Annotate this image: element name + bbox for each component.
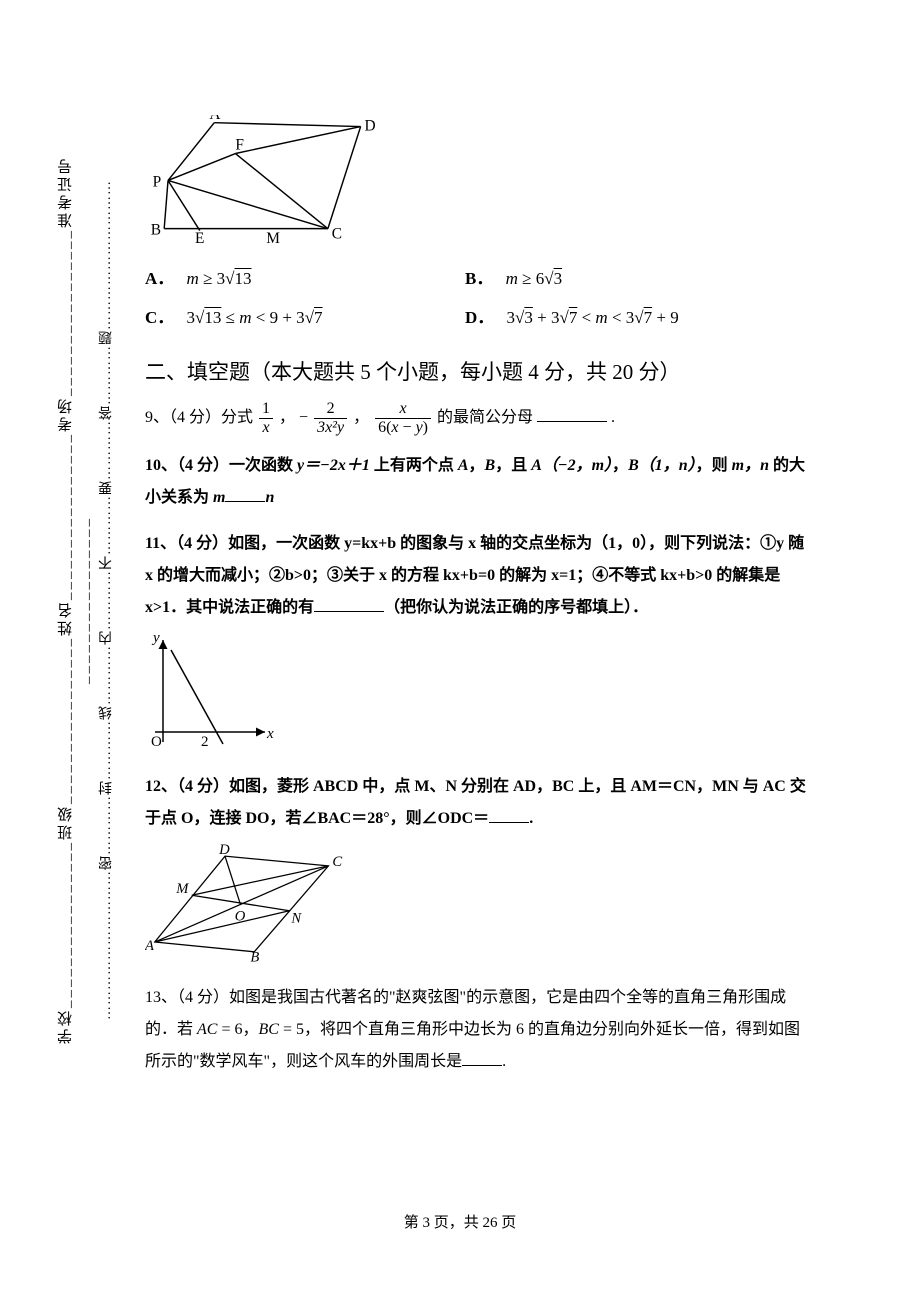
label-P: P <box>153 173 162 190</box>
section-2-title: 二、填空题（本大题共 5 个小题，每小题 4 分，共 20 分） <box>145 356 810 386</box>
option-C: C． 3√13 ≤ m < 9 + 3√7 <box>145 303 465 328</box>
option-B: B． m ≥ 6√3 <box>465 264 785 289</box>
svg-text:N: N <box>290 911 302 927</box>
label-F: F <box>235 137 244 154</box>
axis-y-label: y <box>151 632 160 646</box>
q10-blank <box>225 486 265 502</box>
svg-text:O: O <box>235 909 246 925</box>
q9-blank <box>537 406 607 422</box>
label-D: D <box>364 117 375 134</box>
q13-blank <box>462 1050 502 1066</box>
origin-label: O <box>151 734 162 750</box>
svg-text:B: B <box>250 950 259 963</box>
axis-x-label: x <box>266 726 274 742</box>
svg-text:D: D <box>218 843 230 858</box>
label-E: E <box>195 230 204 245</box>
question-13: 13、（4 分）如图是我国古代著名的"赵爽弦图"的示意图，它是由四个全等的直角三… <box>145 982 810 1078</box>
figure-q12: A B C D M N O <box>145 843 345 963</box>
q12-blank <box>489 807 529 823</box>
tick-2: 2 <box>201 734 209 750</box>
page-content: A D P F B E M C A． m ≥ 3√13 B． m ≥ 6√3 C… <box>145 115 810 1078</box>
svg-text:A: A <box>145 938 154 954</box>
option-D: D． 3√3 + 3√7 < m < 3√7 + 9 <box>465 303 785 328</box>
question-11: 11、（4 分）如图，一次函数 y=kx+b 的图象与 x 轴的交点坐标为（1，… <box>145 528 810 624</box>
q11-blank <box>314 596 384 612</box>
page-footer: 第 3 页，共 26 页 <box>0 1211 920 1232</box>
label-B: B <box>151 221 161 238</box>
figure-q11: x y O 2 <box>145 632 275 752</box>
label-M: M <box>266 230 280 245</box>
question-10: 10、（4 分）一次函数 y＝−2x＋1 上有两个点 A，B，且 A（−2，m）… <box>145 450 810 514</box>
option-A: A． m ≥ 3√13 <box>145 264 465 289</box>
label-C: C <box>332 225 342 242</box>
sidebar-fields: 学校________________班级________________姓名__… <box>55 100 93 1100</box>
q8-options-row2: C． 3√13 ≤ m < 9 + 3√7 D． 3√3 + 3√7 < m <… <box>145 303 810 328</box>
question-12: 12、（4 分）如图，菱形 ABCD 中，点 M、N 分别在 AD，BC 上，且… <box>145 771 810 835</box>
svg-text:M: M <box>175 881 189 897</box>
sidebar-seal-line: …………………………密…………封…………线…………内…………不…………要…………… <box>97 100 117 1100</box>
figure-q8: A D P F B E M C <box>145 115 375 245</box>
exam-sidebar: 学校________________班级________________姓名__… <box>55 100 105 1100</box>
q8-options-row1: A． m ≥ 3√13 B． m ≥ 6√3 <box>145 264 810 289</box>
svg-text:C: C <box>332 854 342 870</box>
label-A: A <box>209 115 220 123</box>
question-9: 9、（4 分）分式 1x ， − 23x²y ， x6(x − y) 的最简公分… <box>145 400 810 436</box>
